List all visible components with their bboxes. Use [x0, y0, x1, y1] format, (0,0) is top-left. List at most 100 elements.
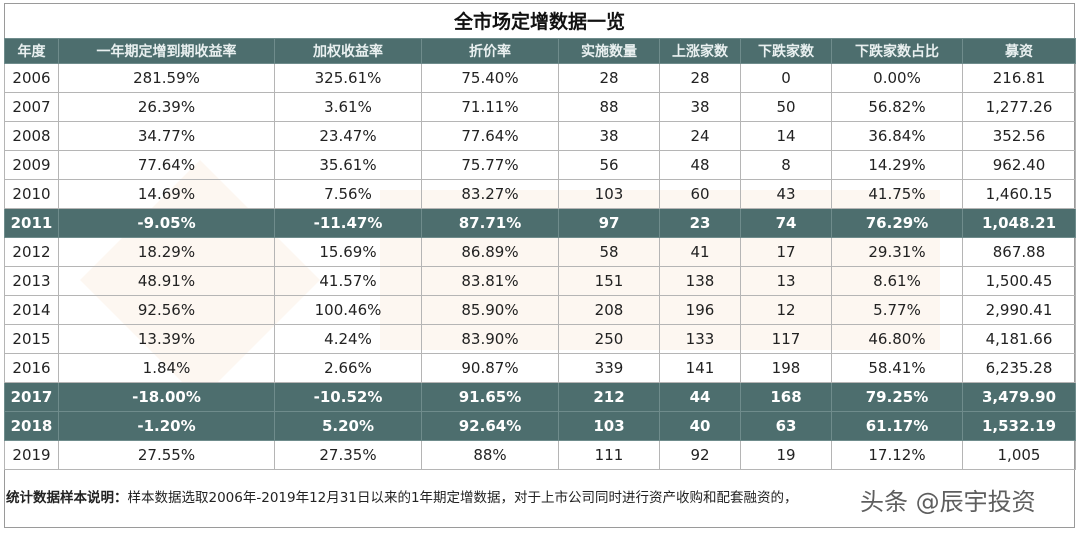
table-cell: 2016	[4, 353, 59, 383]
table-cell: 56.82%	[831, 92, 963, 122]
table-cell: 29.31%	[831, 237, 963, 267]
column-header: 年度	[4, 38, 59, 64]
table-cell: 2019	[4, 440, 59, 470]
data-table: 年度 一年期定增到期收益率 加权收益率 折价率 实施数量 上涨家数 下跌家数 下跌家数占比 募资…	[4, 38, 1076, 470]
table-cell: 13.39%	[58, 324, 275, 354]
table-row: 2014 92.56% 100.46% 85.90% 208 196 12 5.77% 2,99…	[4, 295, 1076, 325]
table-cell: 92.64%	[421, 411, 559, 441]
source-watermark: 头条 @辰宇投资	[860, 488, 1036, 516]
table-row: 2016 1.84% 2.66% 90.87% 339 141 198 58.41% 6,235…	[4, 353, 1076, 383]
table-cell: 92.56%	[58, 295, 275, 325]
table-cell: 88	[558, 92, 660, 122]
table-cell: 14	[740, 121, 832, 151]
table-cell: 86.89%	[421, 237, 559, 267]
column-header: 一年期定增到期收益率	[58, 38, 275, 64]
table-cell: 2018	[4, 411, 59, 441]
table-cell: 0	[740, 63, 832, 93]
table-cell: 2007	[4, 92, 59, 122]
table-cell: 27.55%	[58, 440, 275, 470]
table-cell: 38	[659, 92, 741, 122]
table-cell: 60	[659, 179, 741, 209]
table-cell: -10.52%	[274, 382, 422, 412]
table-cell: 90.87%	[421, 353, 559, 383]
table-cell: 43	[740, 179, 832, 209]
column-header: 上涨家数	[659, 38, 741, 64]
table-cell: 14.29%	[831, 150, 963, 180]
table-row: 2011 -9.05% -11.47% 87.71% 97 23 74 76.29% 1,048…	[4, 208, 1076, 238]
table-cell: 168	[740, 382, 832, 412]
table-cell: 46.80%	[831, 324, 963, 354]
table-cell: 48	[659, 150, 741, 180]
table-cell: -18.00%	[58, 382, 275, 412]
table-cell: 71.11%	[421, 92, 559, 122]
table-cell: 103	[558, 411, 660, 441]
table-cell: 63	[740, 411, 832, 441]
table-cell: 44	[659, 382, 741, 412]
table-cell: 48.91%	[58, 266, 275, 296]
table-cell: 2010	[4, 179, 59, 209]
table-cell: 250	[558, 324, 660, 354]
table-row: 2009 77.64% 35.61% 75.77% 56 48 8 14.29% 962.40	[4, 150, 1076, 180]
table-cell: 198	[740, 353, 832, 383]
table-row: 2017 -18.00% -10.52% 91.65% 212 44 168 79.25% 3,…	[4, 382, 1076, 412]
table-cell: 36.84%	[831, 121, 963, 151]
table-cell: 28	[558, 63, 660, 93]
table-cell: 1,277.26	[962, 92, 1076, 122]
table-cell: 151	[558, 266, 660, 296]
table-cell: 4.24%	[274, 324, 422, 354]
table-cell: 83.81%	[421, 266, 559, 296]
table-cell: 15.69%	[274, 237, 422, 267]
column-header: 实施数量	[558, 38, 660, 64]
table-row: 2006 281.59% 325.61% 75.40% 28 28 0 0.00% 216.81	[4, 63, 1076, 93]
table-cell: 2013	[4, 266, 59, 296]
note-label: 统计数据样本说明：	[6, 490, 128, 506]
table-cell: 138	[659, 266, 741, 296]
table-cell: 87.71%	[421, 208, 559, 238]
column-header: 下跌家数	[740, 38, 832, 64]
sample-note: 统计数据样本说明：样本数据选取2006年-2019年12月31日以来的1年期定增…	[6, 486, 798, 506]
table-cell: 97	[558, 208, 660, 238]
table-cell: 2,990.41	[962, 295, 1076, 325]
page-title: 全市场定增数据一览	[453, 11, 625, 33]
table-cell: 76.29%	[831, 208, 963, 238]
table-cell: 56	[558, 150, 660, 180]
table-cell: 1,460.15	[962, 179, 1076, 209]
table-cell: -9.05%	[58, 208, 275, 238]
table-cell: 38	[558, 121, 660, 151]
table-cell: 212	[558, 382, 660, 412]
table-row: 2007 26.39% 3.61% 71.11% 88 38 50 56.82% 1,277.2…	[4, 92, 1076, 122]
table-cell: 79.25%	[831, 382, 963, 412]
table-cell: 0.00%	[831, 63, 963, 93]
table-cell: 75.77%	[421, 150, 559, 180]
table-cell: 4,181.66	[962, 324, 1076, 354]
table-cell: 19	[740, 440, 832, 470]
table-cell: 23.47%	[274, 121, 422, 151]
table-cell: 13	[740, 266, 832, 296]
table-cell: 281.59%	[58, 63, 275, 93]
table-cell: 103	[558, 179, 660, 209]
table-cell: 111	[558, 440, 660, 470]
table-cell: 1,532.19	[962, 411, 1076, 441]
table-cell: 141	[659, 353, 741, 383]
table-cell: 867.88	[962, 237, 1076, 267]
table-row: 2013 48.91% 41.57% 83.81% 151 138 13 8.61% 1,500…	[4, 266, 1076, 296]
table-cell: 2017	[4, 382, 59, 412]
table-cell: 58	[558, 237, 660, 267]
table-cell: 74	[740, 208, 832, 238]
table-cell: 91.65%	[421, 382, 559, 412]
table-cell: 23	[659, 208, 741, 238]
table-cell: 50	[740, 92, 832, 122]
table-cell: 35.61%	[274, 150, 422, 180]
table-cell: 77.64%	[58, 150, 275, 180]
table-cell: 41.57%	[274, 266, 422, 296]
table-cell: -11.47%	[274, 208, 422, 238]
table-cell: 2.66%	[274, 353, 422, 383]
table-cell: 34.77%	[58, 121, 275, 151]
table-cell: 24	[659, 121, 741, 151]
table-row: 2010 14.69% 7.56% 83.27% 103 60 43 41.75% 1,460.…	[4, 179, 1076, 209]
table-cell: 17	[740, 237, 832, 267]
table-cell: 325.61%	[274, 63, 422, 93]
table-cell: 27.35%	[274, 440, 422, 470]
table-cell: 18.29%	[58, 237, 275, 267]
table-cell: 2012	[4, 237, 59, 267]
